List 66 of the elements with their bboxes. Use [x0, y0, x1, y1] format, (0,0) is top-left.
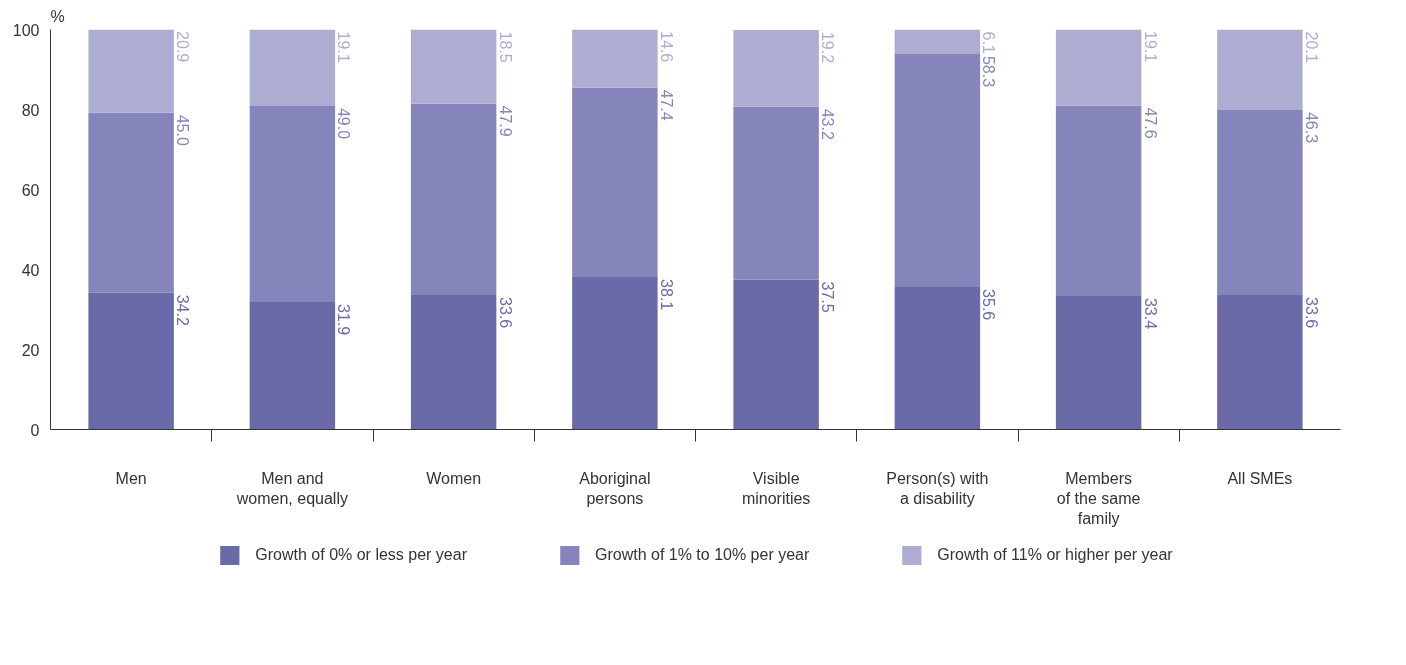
data-label: 19.1 — [335, 31, 353, 63]
bar — [572, 87, 658, 278]
data-label: 38.1 — [657, 279, 675, 311]
data-label: 18.5 — [496, 31, 514, 63]
x-tick-label: All SMEs — [1227, 469, 1293, 487]
bar — [1217, 109, 1303, 296]
bar — [249, 105, 336, 302]
x-tick-label: Person(s) with a disability — [886, 469, 989, 507]
bar — [1055, 105, 1142, 296]
data-label: 47.9 — [496, 105, 514, 137]
x-tick-label: Women — [426, 469, 482, 487]
data-label: 37.5 — [819, 281, 837, 313]
y-tick-label: 80 — [21, 101, 40, 119]
data-label: 31.9 — [335, 303, 353, 336]
y-tick-label: 60 — [21, 181, 40, 199]
y-tick-label: 0 — [30, 421, 40, 439]
data-label: 19.2 — [819, 31, 837, 64]
bar — [410, 295, 497, 430]
bar — [1217, 295, 1303, 430]
x-tick-label: Visible minorities — [741, 469, 811, 507]
bar — [733, 29, 819, 107]
data-label: 35.6 — [980, 289, 998, 321]
bar — [249, 29, 336, 106]
y-tick-label: 20 — [21, 341, 40, 359]
legend-label: Growth of 11% or higher per year — [937, 546, 1173, 564]
bar — [572, 29, 658, 88]
bar — [894, 29, 981, 54]
legend-label: Growth of 0% or less per year — [255, 546, 467, 564]
x-tick-label: Members of the same family — [1056, 469, 1141, 528]
data-label: 6.1 — [980, 31, 998, 54]
bar — [1055, 295, 1142, 430]
data-label: 43.2 — [819, 108, 837, 140]
bar — [410, 103, 497, 296]
data-label: 20.1 — [1302, 31, 1320, 63]
legend-label: Growth of 1% to 10% per year — [594, 546, 810, 564]
data-label: 47.6 — [1141, 107, 1159, 139]
y-tick-label: 100 — [12, 21, 40, 39]
bar — [88, 29, 174, 113]
bar — [572, 277, 658, 430]
bar — [1055, 29, 1142, 106]
data-label: 47.4 — [657, 89, 675, 121]
data-label: 33.6 — [1302, 297, 1320, 329]
bar — [733, 279, 819, 430]
data-label: 14.6 — [657, 31, 675, 63]
bar — [88, 112, 174, 293]
x-tick-label: Men and women, equally — [235, 469, 348, 507]
data-label: 33.4 — [1141, 297, 1159, 330]
bar — [249, 301, 336, 430]
y-axis-title: % — [50, 7, 65, 25]
bar — [88, 292, 174, 430]
data-label: 34.2 — [174, 294, 192, 326]
bar — [894, 287, 981, 430]
bar — [1217, 29, 1303, 110]
data-label: 45.0 — [174, 114, 192, 146]
data-label: 19.1 — [1141, 31, 1159, 63]
bar — [733, 106, 819, 280]
x-tick-label: Aboriginal persons — [579, 469, 651, 507]
y-tick-label: 40 — [21, 261, 40, 279]
data-label: 49.0 — [335, 107, 353, 140]
bar — [894, 53, 981, 288]
bar — [410, 29, 497, 104]
data-label: 46.3 — [1302, 111, 1320, 144]
x-tick-label: Men — [115, 469, 147, 487]
data-label: 20.9 — [174, 31, 192, 63]
data-label: 58.3 — [980, 55, 998, 88]
data-label: 33.6 — [496, 297, 514, 329]
